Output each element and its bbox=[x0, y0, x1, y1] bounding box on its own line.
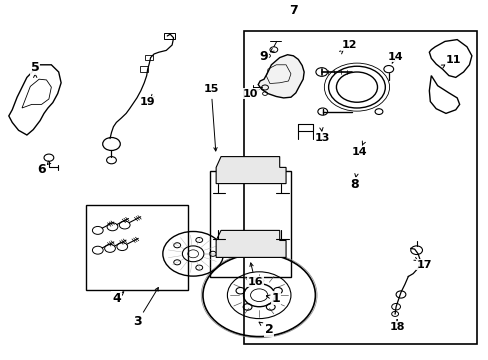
Text: 11: 11 bbox=[445, 55, 460, 66]
Bar bbox=[244, 31, 476, 344]
Text: 10: 10 bbox=[242, 89, 258, 99]
Polygon shape bbox=[258, 55, 304, 98]
Text: 6: 6 bbox=[37, 163, 46, 176]
Bar bbox=[145, 55, 153, 60]
Text: 1: 1 bbox=[271, 292, 280, 305]
Polygon shape bbox=[216, 157, 285, 184]
Bar bbox=[210, 171, 290, 277]
Text: 5: 5 bbox=[31, 61, 40, 74]
Text: 15: 15 bbox=[203, 84, 219, 94]
Text: 8: 8 bbox=[349, 178, 358, 191]
Text: 16: 16 bbox=[247, 276, 263, 287]
Text: 12: 12 bbox=[341, 40, 357, 50]
Text: 3: 3 bbox=[133, 315, 142, 328]
Text: 17: 17 bbox=[416, 260, 431, 270]
Text: 19: 19 bbox=[140, 96, 155, 107]
Text: 7: 7 bbox=[288, 4, 297, 17]
Text: 13: 13 bbox=[314, 132, 330, 143]
Text: 14: 14 bbox=[351, 147, 366, 157]
Bar bbox=[163, 33, 174, 39]
Text: 2: 2 bbox=[264, 323, 273, 336]
Polygon shape bbox=[216, 230, 285, 257]
Text: 18: 18 bbox=[388, 322, 404, 332]
Bar bbox=[85, 205, 188, 290]
Text: 4: 4 bbox=[112, 292, 121, 305]
Bar bbox=[221, 168, 279, 183]
Bar bbox=[140, 66, 148, 72]
Text: 9: 9 bbox=[259, 50, 268, 63]
Text: 14: 14 bbox=[386, 51, 402, 62]
Bar bbox=[221, 242, 279, 257]
